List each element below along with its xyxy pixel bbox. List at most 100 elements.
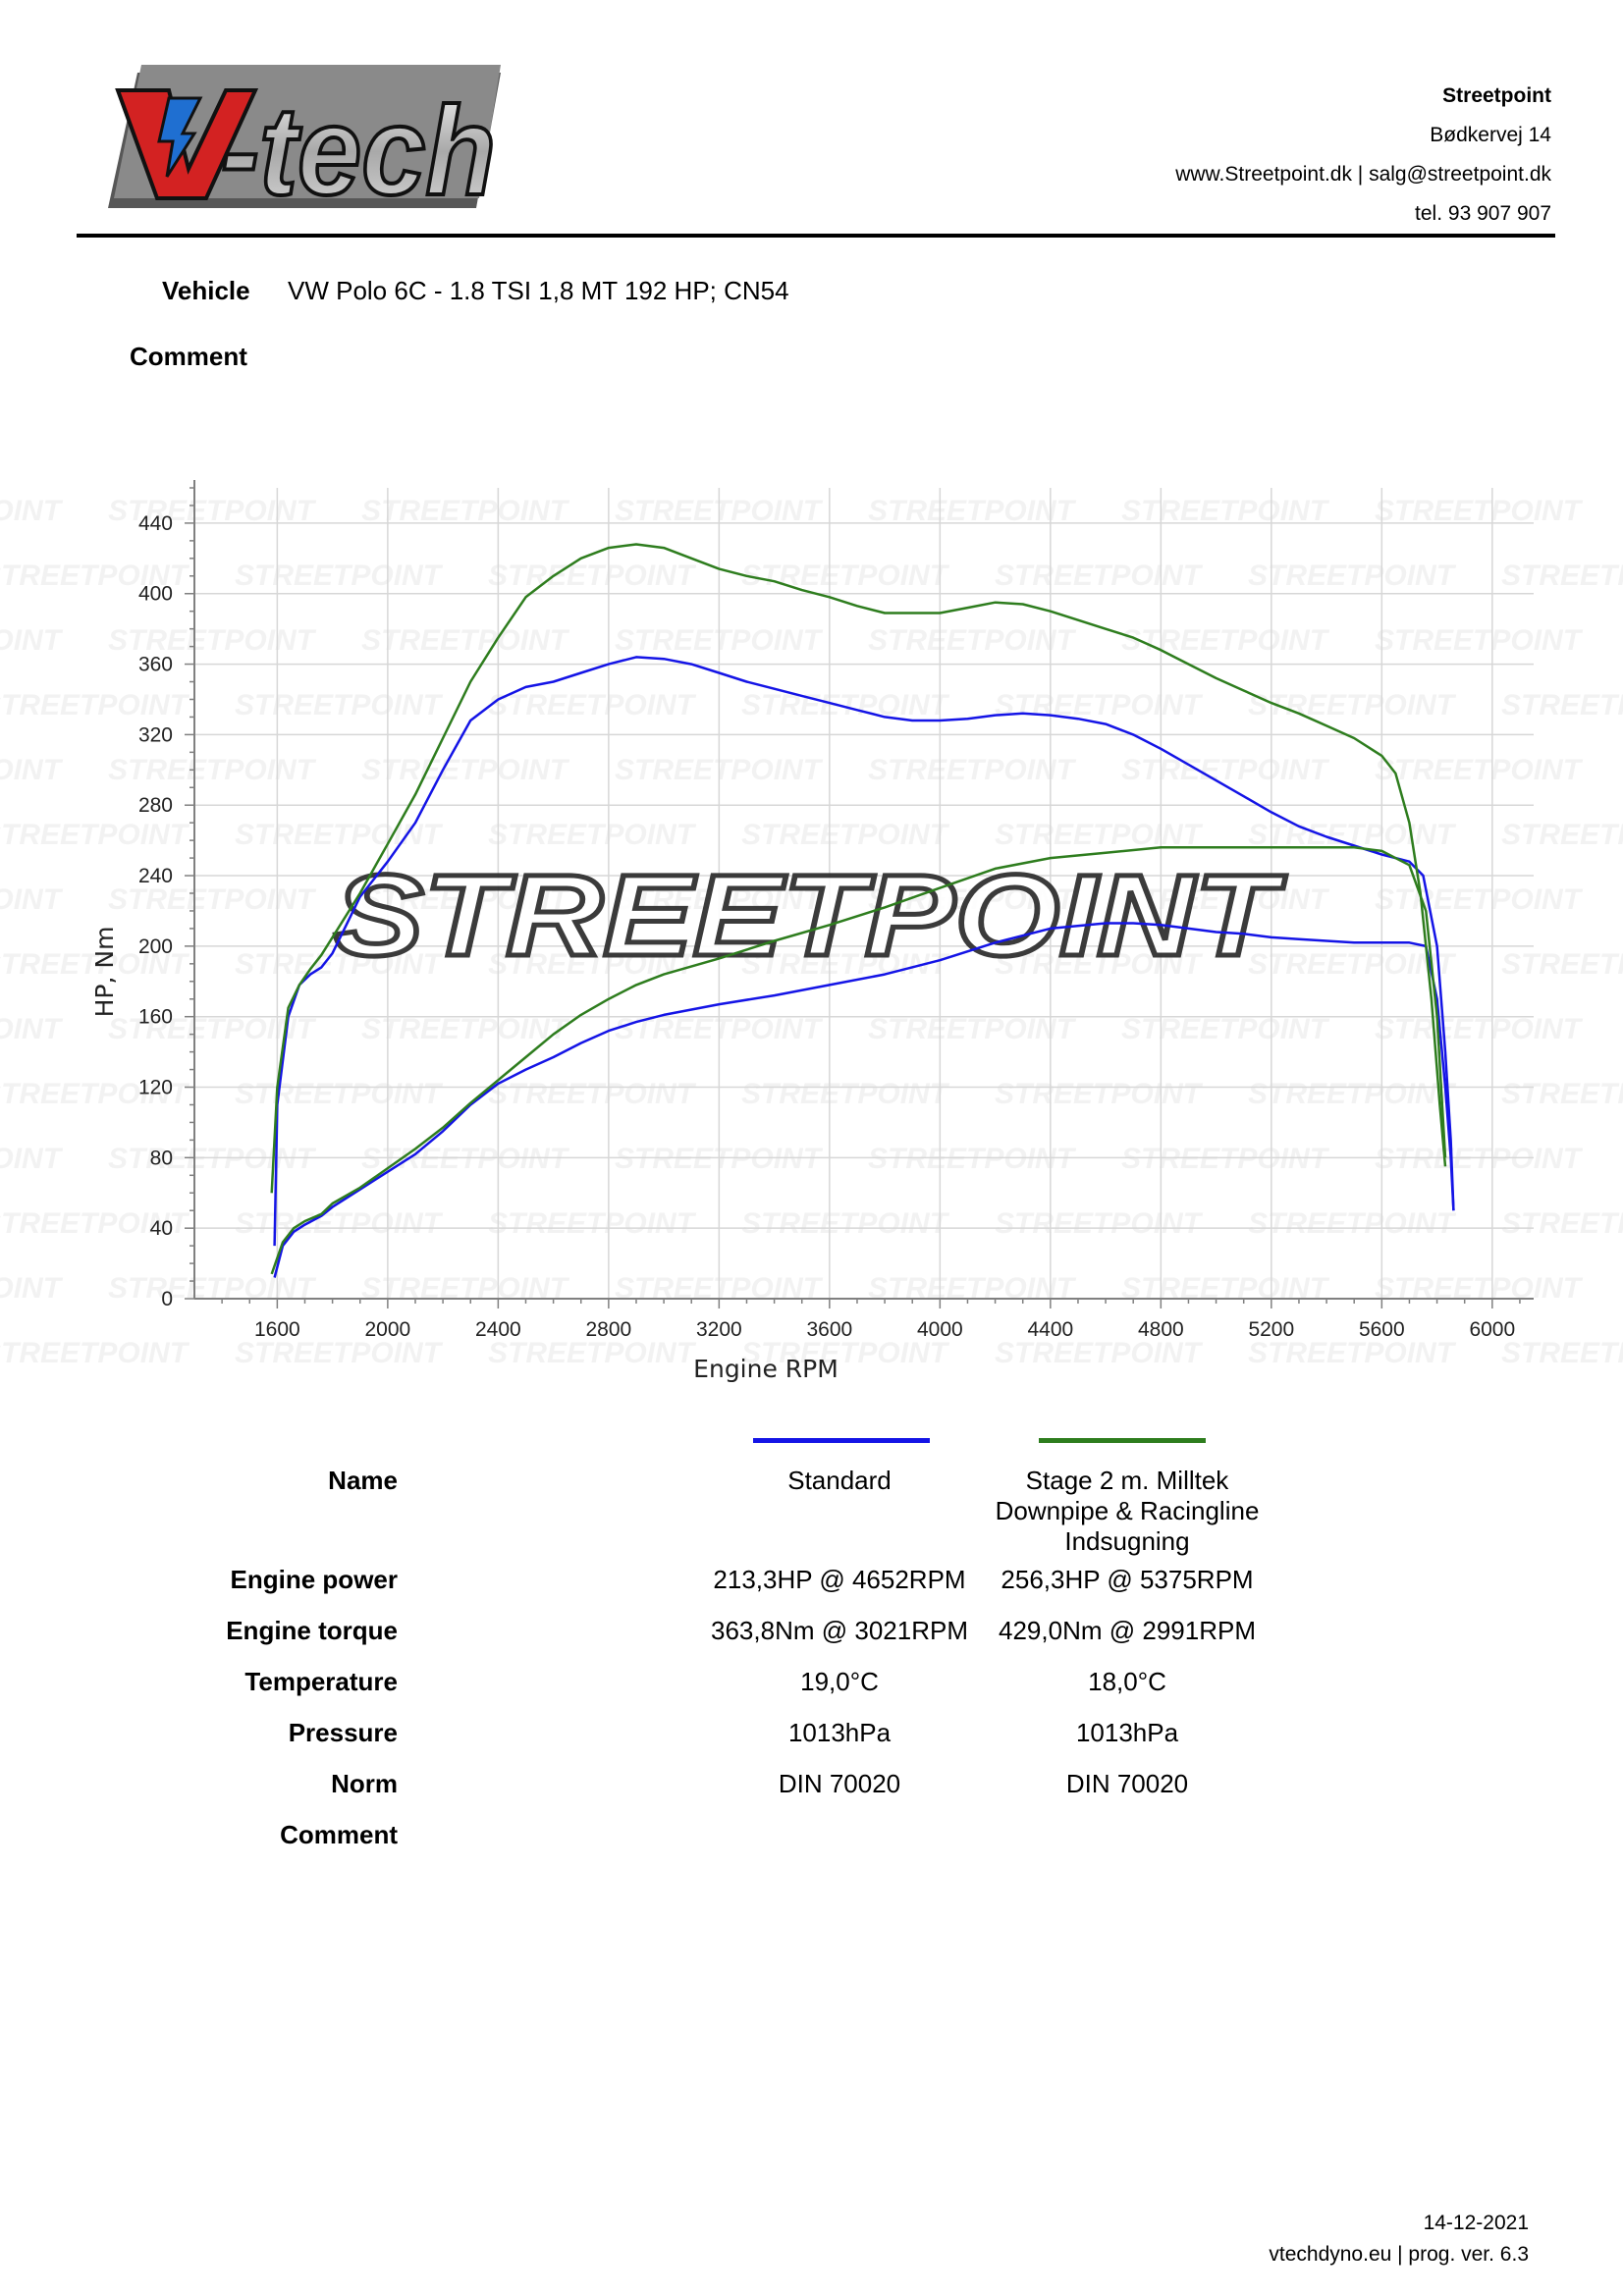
watermark-tile-text: STREETPOINT — [488, 560, 697, 592]
watermark-tile-text: STREETPOINT — [235, 689, 444, 721]
legend-name-stage2: Stage 2 m. Milltek Downpipe & Racingline… — [995, 1466, 1260, 1556]
watermark-tile-text: STREETPOINT — [741, 819, 950, 851]
y-tick-label: 120 — [138, 1077, 173, 1099]
y-tick-label: 80 — [150, 1147, 173, 1169]
watermark-tile-text: STREETPOINT — [1121, 754, 1330, 786]
y-tick-label: 160 — [138, 1006, 173, 1029]
watermark-tile-text: STREETPOINT — [488, 1207, 697, 1240]
x-tick-label: 6000 — [1469, 1318, 1515, 1341]
watermark-tile-text: STREETPOINT — [995, 689, 1204, 721]
watermark-tile-text: STREETPOINT — [108, 754, 317, 786]
y-axis-label: HP, Nm — [90, 927, 119, 1018]
x-tick-label: 2800 — [585, 1318, 631, 1341]
watermark-tile-text: STREETPOINT — [235, 560, 444, 592]
watermark-tile-text: STREETPOINT — [108, 624, 317, 657]
y-tick-label: 240 — [138, 865, 173, 887]
watermark-tile-text: STREETPOINT — [488, 1078, 697, 1110]
pressure-standard: 1013hPa — [787, 1718, 892, 1747]
watermark-tile-text: STREETPOINT — [995, 1337, 1204, 1369]
row-label-engine-torque: Engine torque — [226, 1616, 398, 1645]
y-tick-label: 40 — [150, 1217, 173, 1240]
x-tick-label: 5600 — [1359, 1318, 1405, 1341]
watermark-tile-text: STREETPOINT — [488, 689, 697, 721]
watermark-tile-text: STREETPOINT — [361, 1013, 570, 1045]
company-address: Bødkervej 14 — [1430, 124, 1551, 146]
watermark-tile-text: STREETPOINT — [741, 948, 950, 981]
watermark-tile-text: STREETPOINT — [108, 883, 317, 916]
svg-text:-tech: -tech — [221, 81, 496, 222]
x-tick-label: 4800 — [1138, 1318, 1184, 1341]
watermark-tile-text: STREETPOINT — [1501, 819, 1623, 851]
series-line-stage2-torque — [270, 543, 1447, 1194]
watermark-tile-text: STREETPOINT — [1375, 624, 1584, 657]
watermark-tile-text: STREETPOINT — [361, 1272, 570, 1305]
watermark-tile-text: STREETPOINT — [1248, 1207, 1457, 1240]
watermark-tile-text: STREETPOINT — [1375, 754, 1584, 786]
engine-torque-stage2: 429,0Nm @ 2991RPM — [999, 1616, 1256, 1645]
series-line-standard-power — [273, 922, 1455, 1278]
watermark-tile-text: STREETPOINT — [995, 819, 1204, 851]
row-label-pressure: Pressure — [288, 1718, 398, 1747]
company-info: Streetpoint Bødkervej 14 www.Streetpoint… — [1175, 77, 1551, 234]
legend-name-standard: Standard — [787, 1466, 892, 1495]
x-tick-label: 3600 — [806, 1318, 852, 1341]
temperature-standard: 19,0°C — [800, 1667, 879, 1696]
watermark-tile-text: STREETPOINT — [995, 948, 1204, 981]
company-phone: tel. 93 907 907 — [1415, 202, 1551, 225]
watermark-tile-text: STREETPOINT — [108, 1143, 317, 1175]
watermark-tile-text: STREETPOINT — [1375, 1272, 1584, 1305]
watermark-tile-text: STREETPOINT — [235, 1078, 444, 1110]
center-watermark-text: STREETPOINT — [334, 851, 1286, 981]
watermark-tile-text: STREETPOINT — [1501, 560, 1623, 592]
engine-power-standard: 213,3HP @ 4652RPM — [713, 1565, 966, 1594]
x-tick-label: 3200 — [696, 1318, 742, 1341]
watermark-tile-text: STREETPOINT — [995, 1078, 1204, 1110]
watermark-tile-text: STREETPOINT — [868, 1013, 1077, 1045]
watermark-tile-text: STREETPOINT — [488, 819, 697, 851]
watermark-tile-text: STREETPOINT — [868, 1143, 1077, 1175]
y-tick-label: 360 — [138, 654, 173, 676]
watermark-tile-text: STREETPOINT — [361, 495, 570, 527]
vehicle-label: Vehicle — [162, 276, 250, 305]
watermark-tile-text: STREETPOINT — [0, 560, 190, 592]
norm-stage2: DIN 70020 — [1065, 1769, 1189, 1798]
watermark-tile-text: STREETPOINT — [741, 1207, 950, 1240]
dyno-chart: STREETPOINT STREETPOINT STREETPOINT STREETP… — [0, 480, 1623, 1383]
y-tick-label: 440 — [138, 512, 173, 535]
watermark-tile-text: STREETPOINT — [995, 1207, 1204, 1240]
row-label-temperature: Temperature — [244, 1667, 398, 1696]
company-name: Streetpoint — [1442, 84, 1551, 107]
watermark-tile-text: STREETPOINT — [0, 1272, 64, 1305]
watermark-tile-text: STREETPOINT — [741, 560, 950, 592]
watermark-tile-text: STREETPOINT — [1248, 689, 1457, 721]
header-rule — [77, 234, 1555, 238]
x-tick-label: 1600 — [254, 1318, 300, 1341]
watermark-tile-text: STREETPOINT — [1121, 883, 1330, 916]
watermark-tile-text: STREETPOINT — [1121, 1013, 1330, 1045]
y-tick-label: 280 — [138, 794, 173, 817]
watermark-tile-text: STREETPOINT — [868, 495, 1077, 527]
watermark-tile-text: STREETPOINT — [0, 819, 190, 851]
watermark-tile-text: STREETPOINT — [235, 948, 444, 981]
watermark-tile-text: STREETPOINT — [0, 1337, 190, 1369]
watermark-tile-text: STREETPOINT — [1248, 948, 1457, 981]
watermark-tile-text: STREETPOINT — [1375, 883, 1584, 916]
watermark-tile-text: STREETPOINT — [1248, 1337, 1457, 1369]
x-tick-label: 5200 — [1248, 1318, 1294, 1341]
watermark-tile-text: STREETPOINT — [1501, 1337, 1623, 1369]
legend-line-standard — [753, 1438, 930, 1443]
watermark-tile-text: STREETPOINT — [0, 1207, 190, 1240]
watermark-tile-text: STREETPOINT — [1375, 1013, 1584, 1045]
watermark-tile-text: STREETPOINT — [0, 689, 190, 721]
company-web-email: www.Streetpoint.dk | salg@streetpoint.dk — [1175, 163, 1551, 186]
watermark-tile-text: STREETPOINT — [1121, 495, 1330, 527]
y-tick-label: 320 — [138, 723, 173, 746]
y-tick-label: 200 — [138, 935, 173, 958]
norm-standard: DIN 70020 — [778, 1769, 901, 1798]
legend-line-stage2 — [1039, 1438, 1206, 1443]
watermark-tile-text: STREETPOINT — [361, 1143, 570, 1175]
watermark-tile-text: STREETPOINT — [361, 883, 570, 916]
row-label-engine-power: Engine power — [230, 1565, 398, 1594]
watermark-tile-text: STREETPOINT — [1375, 495, 1584, 527]
watermark-tile-text: STREETPOINT — [868, 624, 1077, 657]
